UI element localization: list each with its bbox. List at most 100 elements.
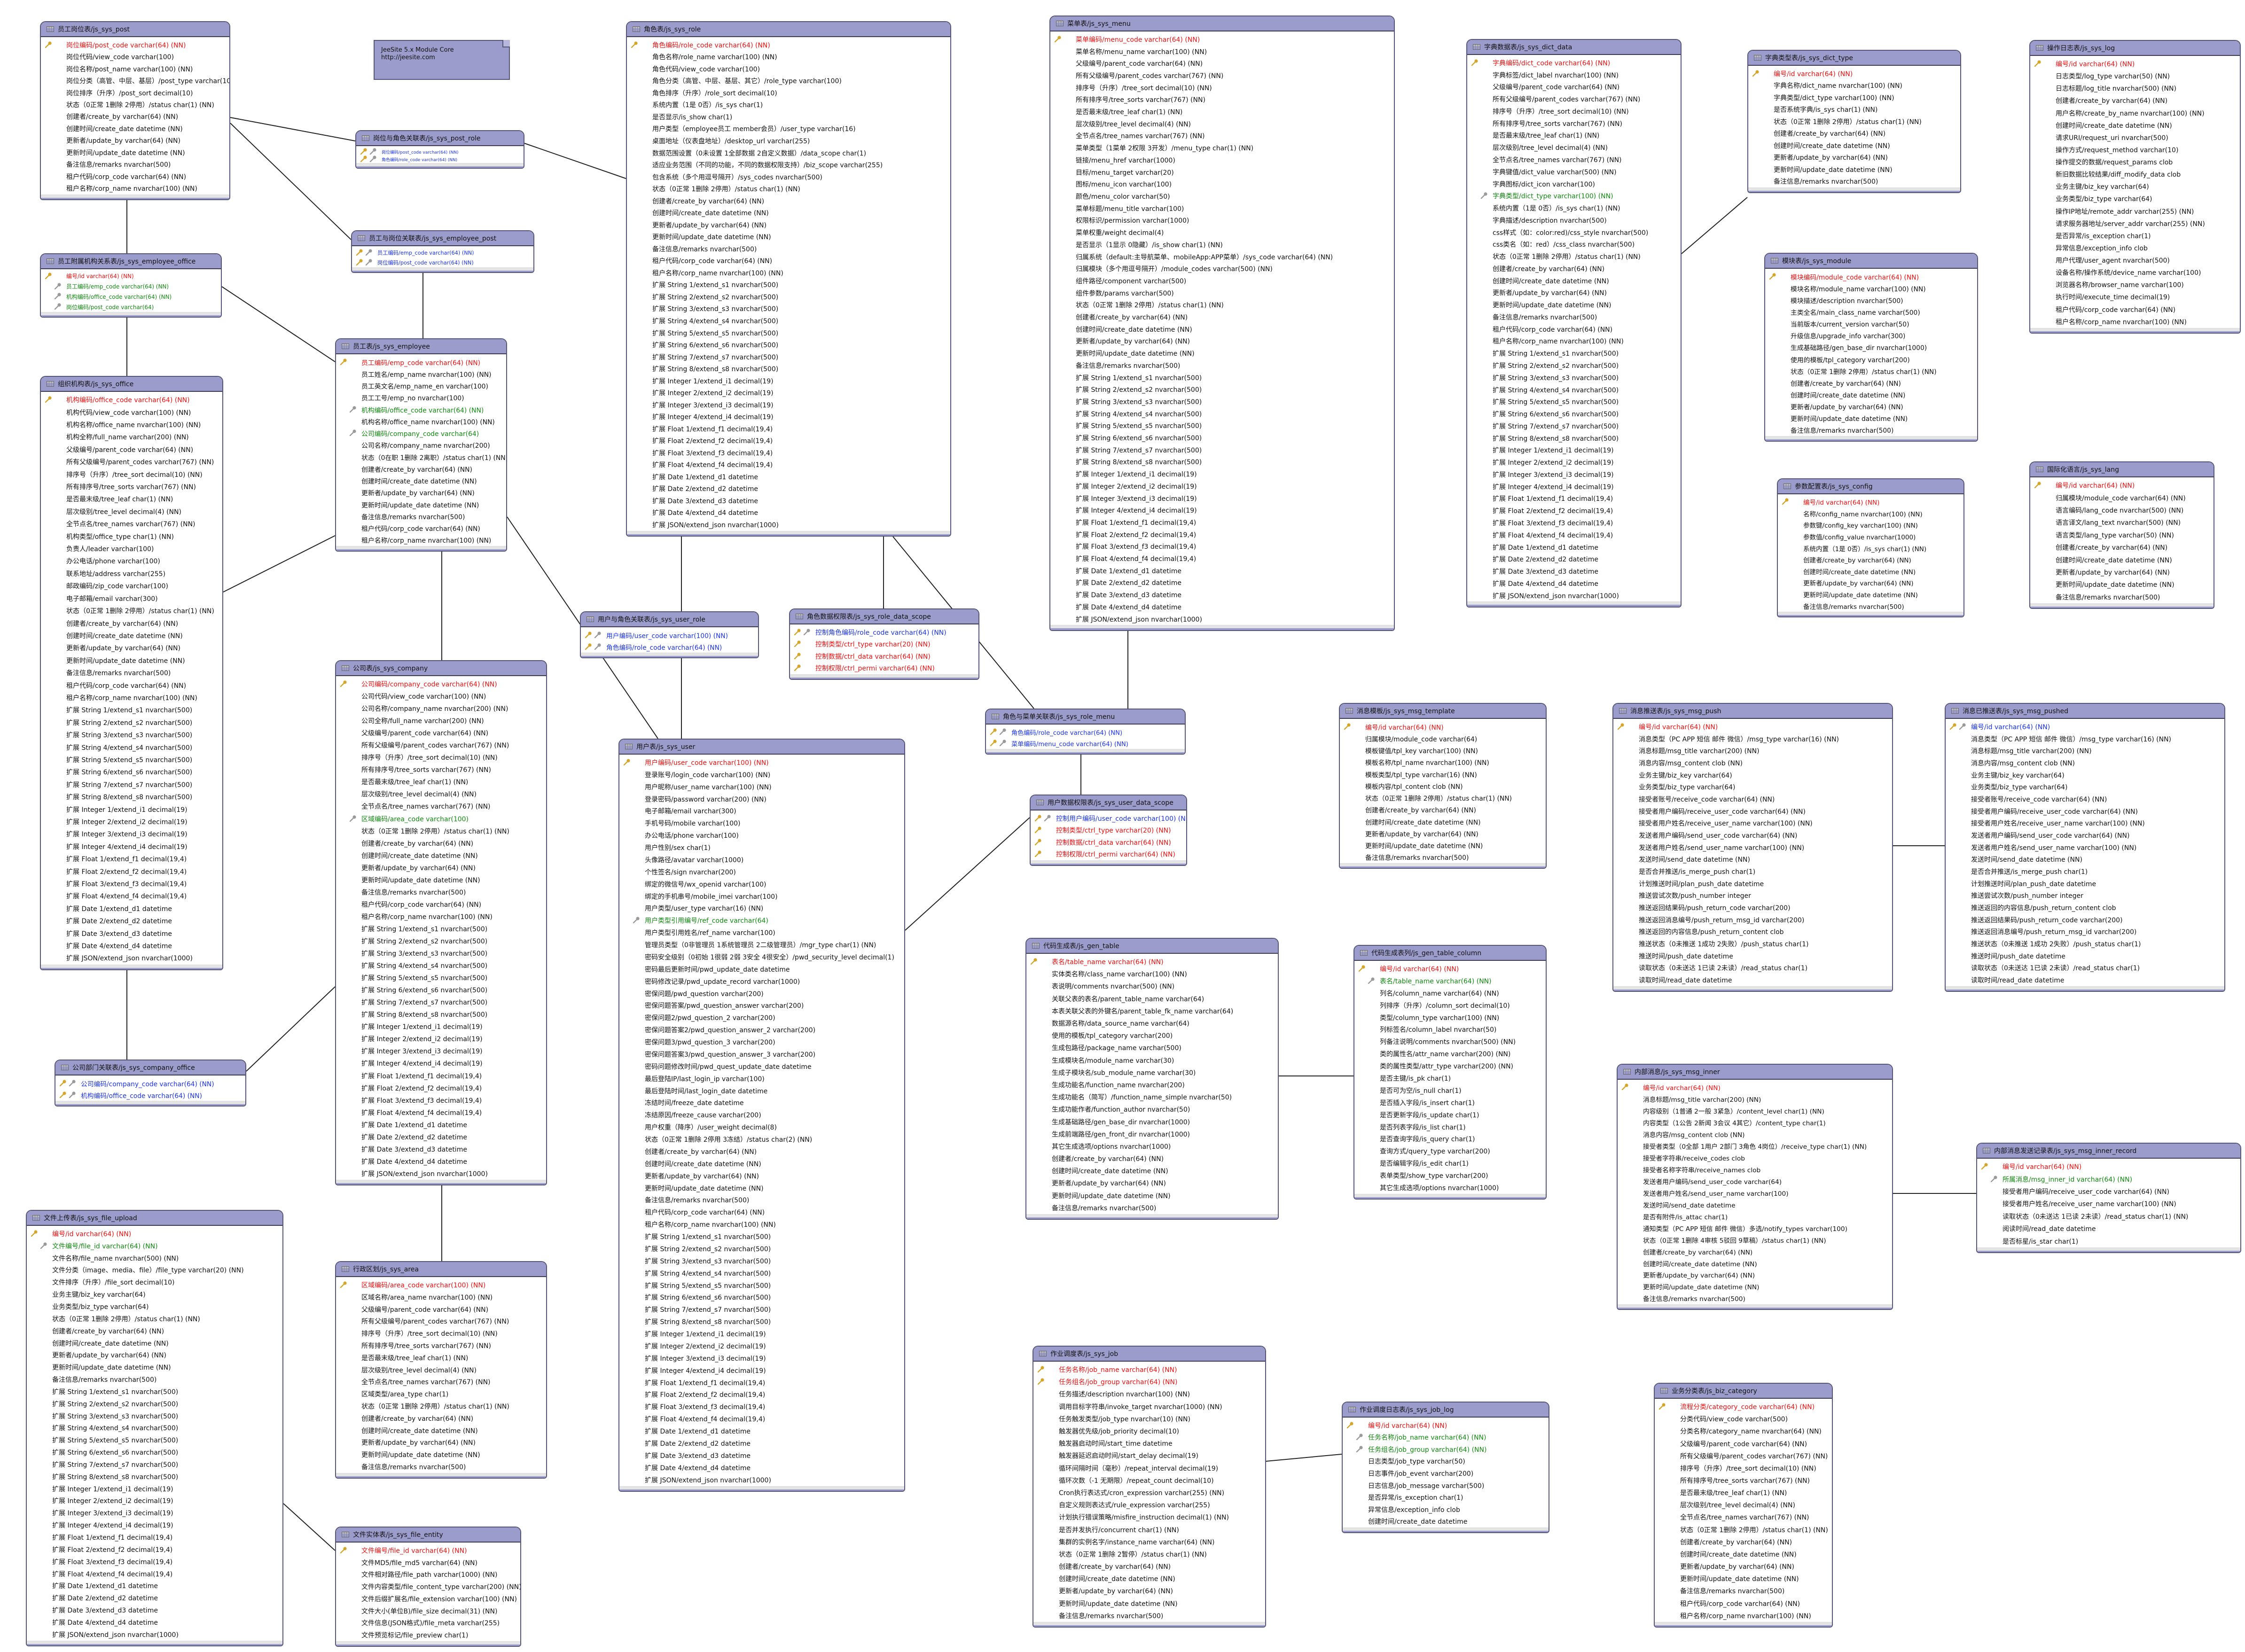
column[interactable]: 消息类型（PC APP 短信 邮件 微信）/msg_type varchar(1… xyxy=(1946,733,2224,745)
column[interactable]: 租户代码/corp_code varchar(64) (NN) xyxy=(336,898,546,911)
column[interactable]: 扩展 Float 3/extend_f3 decimal(19,4) xyxy=(619,1401,904,1413)
column[interactable]: 列名/column_name varchar(64) (NN) xyxy=(1354,987,1546,999)
column[interactable]: 模板内容/tpl_content clob (NN) xyxy=(1340,780,1546,792)
column[interactable]: 扩展 String 8/extend_s8 nvarchar(500) xyxy=(336,1008,546,1021)
column[interactable]: 扩展 Float 2/extend_f2 decimal(19,4) xyxy=(41,865,222,877)
column[interactable]: 是否标星/is_star char(1) xyxy=(1977,1235,2240,1247)
column[interactable]: 密保问题答案2/pwd_question_answer_2 varchar(20… xyxy=(619,1024,904,1036)
column[interactable]: 扩展 String 2/extend_s2 nvarchar(500) xyxy=(627,291,950,303)
column[interactable]: 接受者字符串/receive_codes clob xyxy=(1618,1152,1892,1164)
column[interactable]: 扩展 Integer 2/extend_i2 decimal(19) xyxy=(336,1033,546,1045)
table-js-sys-msg-pushed[interactable]: 消息已推送表/js_sys_msg_pushed 编号/id varchar(64… xyxy=(1945,703,2225,992)
column[interactable]: 扩展 Integer 4/extend_i4 decimal(19) xyxy=(336,1057,546,1069)
column[interactable]: 扩展 Float 2/extend_f2 decimal(19,4) xyxy=(1467,505,1681,517)
table-js-sys-menu[interactable]: 菜单表/js_sys_menu 菜单编码/menu_code varchar(64… xyxy=(1049,16,1395,631)
primary-key-column[interactable]: 编号/id varchar(64) (NN) xyxy=(1613,721,1892,733)
column[interactable]: 头像路径/avatar varchar(1000) xyxy=(619,854,904,866)
column[interactable]: 浏览器名称/browser_name varchar(100) xyxy=(2030,279,2240,291)
table-js-sys-role[interactable]: 角色表/js_sys_role 角色编码/role_code varchar(64… xyxy=(626,21,951,537)
column[interactable]: 用户代理/user_agent nvarchar(500) xyxy=(2030,254,2240,266)
column[interactable]: 扩展 Date 1/extend_d1 datetime xyxy=(627,471,950,483)
table-header[interactable]: 操作日志表/js_sys_log xyxy=(2030,41,2240,56)
column[interactable]: 扩展 Date 2/extend_d2 datetime xyxy=(619,1437,904,1449)
column[interactable]: 更新者/update_by varchar(64) (NN) xyxy=(627,219,950,231)
column[interactable]: 密保问题答案/pwd_question_answer varchar(200) xyxy=(619,1000,904,1012)
column[interactable]: 菜单类型（1菜单 2权限 3开发）/menu_type char(1) (NN) xyxy=(1050,142,1394,154)
column[interactable]: 发送者用户编码/send_user_code varchar(64) xyxy=(1618,1176,1892,1187)
column[interactable]: 读取状态（0未送达 1已读 2未读）/read_status char(1) xyxy=(1946,962,2224,974)
column[interactable]: 阅读时间/read_date datetime xyxy=(1977,1223,2240,1235)
column[interactable]: 权限标识/permission varchar(1000) xyxy=(1050,215,1394,227)
column[interactable]: 文件MD5/file_md5 varchar(64) (NN) xyxy=(336,1557,520,1569)
column[interactable]: 扩展 Integer 2/extend_i2 decimal(19) xyxy=(1467,456,1681,468)
column[interactable]: 父级编号/parent_code varchar(64) (NN) xyxy=(1050,57,1394,70)
column[interactable]: 消息标题/msg_title varchar(200) (NN) xyxy=(1613,745,1892,757)
table-js-sys-job[interactable]: 作业调度表/js_sys_job 任务名称/job_name varchar(64… xyxy=(1033,1346,1266,1628)
column[interactable]: 扩展 Float 2/extend_f2 decimal(19,4) xyxy=(619,1389,904,1401)
column[interactable]: 更新者/update_by varchar(64) (NN) xyxy=(1618,1269,1892,1281)
column[interactable]: 表说明/comments nvarchar(500) (NN) xyxy=(1026,980,1278,992)
table-js-sys-log[interactable]: 操作日志表/js_sys_log 编号/id varchar(64) (NN) 日志… xyxy=(2029,40,2241,334)
primary-foreign-key-column[interactable]: 控制用户编码/user_code varchar(100) (NN) xyxy=(1031,812,1186,825)
column[interactable]: 操作方式/request_method varchar(10) xyxy=(2030,144,2240,156)
column[interactable]: 主类全名/main_class_name varchar(500) xyxy=(1765,306,1977,318)
primary-key-column[interactable]: 编号/id varchar(64) (NN) xyxy=(27,1228,282,1240)
column[interactable]: 是否合并推送/is_merge_push char(1) xyxy=(1946,865,2224,878)
column[interactable]: 消息标题/msg_title varchar(200) (NN) xyxy=(1618,1093,1892,1105)
column[interactable]: 列备注说明/comments nvarchar(500) (NN) xyxy=(1354,1036,1546,1048)
column[interactable]: 扩展 String 4/extend_s4 nvarchar(500) xyxy=(336,959,546,972)
column[interactable]: 创建者/create_by varchar(64) (NN) xyxy=(1467,263,1681,275)
column[interactable]: 语言编码/lang_code nvarchar(500) (NN) xyxy=(2030,504,2214,516)
column[interactable]: 发送时间/send_date datetime (NN) xyxy=(1946,853,2224,865)
column[interactable]: 列排序（升序）/column_sort decimal(10) xyxy=(1354,999,1546,1012)
primary-key-column[interactable]: 流程分类/category_code varchar(64) (NN) xyxy=(1655,1401,1832,1413)
column[interactable]: 角色分类（高管、中层、基层、其它）/role_type varchar(100) xyxy=(627,75,950,87)
table-header[interactable]: 用户与角色关联表/js_sys_user_role xyxy=(581,612,758,627)
column[interactable]: 扩展 Date 2/extend_d2 datetime xyxy=(336,1131,546,1143)
column[interactable]: 租户代码/corp_code varchar(64) (NN) xyxy=(41,679,222,691)
column[interactable]: 用户权重（降序）/user_weight decimal(8) xyxy=(619,1121,904,1133)
column[interactable]: 是否最末级/tree_leaf char(1) (NN) xyxy=(1655,1487,1832,1499)
primary-key-column[interactable]: 角色编码/role_code varchar(64) (NN) xyxy=(627,39,950,51)
table-header[interactable]: 员工表/js_sys_employee xyxy=(336,339,506,354)
column[interactable]: 创建者/create_by varchar(64) (NN) xyxy=(336,1412,546,1425)
column[interactable]: 图标/menu_icon varchar(100) xyxy=(1050,178,1394,190)
primary-foreign-key-column[interactable]: 公司编码/company_code varchar(64) (NN) xyxy=(55,1077,245,1089)
column[interactable]: 创建时间/create_date datetime (NN) xyxy=(41,630,222,642)
column[interactable]: 备注信息/remarks nvarchar(500) xyxy=(336,1461,546,1473)
table-header[interactable]: 公司表/js_sys_company xyxy=(336,661,546,676)
table-header[interactable]: 内部消息/js_sys_msg_inner xyxy=(1618,1065,1892,1080)
column[interactable]: 当前版本/current_version varchar(50) xyxy=(1765,318,1977,330)
primary-key-column[interactable]: 岗位编码/post_code varchar(64) (NN) xyxy=(41,39,229,51)
column[interactable]: 层次级别/tree_level decimal(4) (NN) xyxy=(336,1364,546,1376)
table-header[interactable]: 组织机构表/js_sys_office xyxy=(41,377,222,392)
table-js-sys-company-office[interactable]: 公司部门关联表/js_sys_company_office 公司编码/compan… xyxy=(55,1060,246,1107)
column[interactable]: 岗位分类（高管、中层、基层）/post_type varchar(100) xyxy=(41,75,229,86)
column[interactable]: 消息标题/msg_title varchar(200) (NN) xyxy=(1946,745,2224,757)
column[interactable]: 发送者用户姓名/send_user_name varchar(100) xyxy=(1618,1187,1892,1199)
column[interactable]: 登录密码/password varchar(200) (NN) xyxy=(619,793,904,805)
column[interactable]: 扩展 Date 4/extend_d4 datetime xyxy=(1050,601,1394,613)
column[interactable]: 更新时间/update_date datetime (NN) xyxy=(627,231,950,243)
column[interactable]: 使用的模板/tpl_category varchar(200) xyxy=(1765,353,1977,365)
column[interactable]: 集群的实例名字/instance_name varchar(64) (NN) xyxy=(1033,1536,1265,1548)
column[interactable]: 推送状态（0未推送 1成功 2失败）/push_status char(1) xyxy=(1946,938,2224,950)
column[interactable]: 扩展 Date 1/extend_d1 datetime xyxy=(27,1580,282,1592)
column[interactable]: 扩展 Float 1/extend_f1 decimal(19,4) xyxy=(627,423,950,435)
column[interactable]: 更新时间/update_date datetime (NN) xyxy=(1765,413,1977,424)
column[interactable]: 更新者/update_by varchar(64) (NN) xyxy=(1748,152,1960,164)
column[interactable]: 租户名称/corp_name nvarchar(100) (NN) xyxy=(41,692,222,704)
primary-key-column[interactable]: 控制权限/ctrl_permi varchar(64) (NN) xyxy=(1031,849,1186,861)
column[interactable]: 租户名称/corp_name nvarchar(100) (NN) xyxy=(619,1218,904,1231)
column[interactable]: 状态（0正常 1删除 2停用）/status char(1) (NN) xyxy=(41,605,222,617)
primary-key-column[interactable]: 编号/id varchar(64) (NN) xyxy=(1618,1082,1892,1093)
table-header[interactable]: 业务分类表/js_biz_category xyxy=(1655,1384,1832,1399)
column[interactable]: 备注信息/remarks nvarchar(500) xyxy=(1026,1202,1278,1214)
column[interactable]: 业务类型/biz_type varchar(64) xyxy=(2030,193,2240,205)
column[interactable]: 绑定的微信号/wx_openid varchar(100) xyxy=(619,878,904,890)
column[interactable]: 状态（0正常 1删除 2停用）/status char(1) (NN) xyxy=(336,1400,546,1412)
column[interactable]: 扩展 Integer 1/extend_i1 decimal(19) xyxy=(27,1483,282,1495)
column[interactable]: 扩展 Integer 2/extend_i2 decimal(19) xyxy=(41,816,222,828)
column[interactable]: 扩展 Date 1/extend_d1 datetime xyxy=(336,1119,546,1131)
column[interactable]: 是否最末级/tree_leaf char(1) (NN) xyxy=(336,776,546,788)
